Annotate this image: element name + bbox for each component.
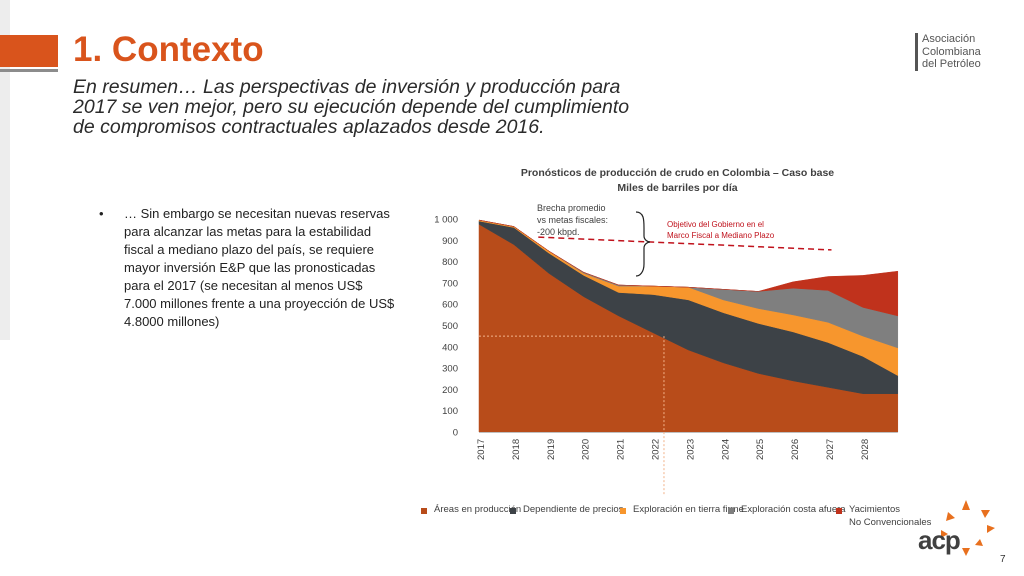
bullet-text: … Sin embargo se necesitan nuevas reserv… — [124, 206, 395, 329]
y-tick-label: 200 — [442, 385, 458, 396]
bullet-marker: • — [99, 206, 104, 221]
slide-subtitle: En resumen… Las perspectivas de inversió… — [73, 76, 630, 138]
x-tick-label: 2028 — [860, 439, 871, 460]
fiscal-target-label: Marco Fiscal a Mediano Plazo — [667, 231, 775, 240]
x-tick-label: 2025 — [755, 439, 766, 460]
legend-label: Exploración costa afuera — [741, 504, 846, 515]
series-area-4 — [478, 219, 899, 317]
y-tick-label: 300 — [442, 364, 458, 375]
x-tick-label: 2019 — [546, 439, 557, 460]
logo-line-2: Colombiana — [922, 45, 981, 58]
x-tick-label: 2027 — [825, 439, 836, 460]
title-accent-underline — [0, 69, 58, 72]
fiscal-target-line — [538, 236, 832, 251]
logo-ray — [962, 500, 970, 510]
logo-ray — [987, 525, 995, 533]
logo-line-3: del Petróleo — [922, 58, 981, 70]
x-tick-label: 2023 — [685, 439, 696, 460]
left-decorative-stripe — [0, 0, 10, 340]
x-tick-label: 2017 — [476, 439, 487, 460]
x-tick-label: 2018 — [511, 439, 522, 460]
legend-swatch — [421, 508, 427, 514]
gap-brace — [635, 211, 651, 277]
legend-swatch — [728, 508, 734, 514]
logo-ray — [941, 530, 948, 538]
gap-annotation-text: -200 kbpd. — [537, 227, 580, 237]
gap-annotation-text: Brecha promedio — [537, 203, 606, 213]
legend-label: Dependiente de precios — [523, 504, 624, 515]
logo-ray — [962, 548, 970, 556]
y-tick-label: 400 — [442, 342, 458, 353]
acp-logo-text: acp — [918, 525, 961, 555]
legend-label: Áreas en producción — [434, 504, 522, 515]
y-tick-label: 800 — [442, 257, 458, 268]
x-tick-label: 2026 — [790, 439, 801, 460]
logo-ray — [975, 539, 983, 546]
y-tick-label: 0 — [453, 428, 458, 439]
legend-item: Dependiente de precios — [510, 504, 623, 517]
legend-item: Exploración costa afuera — [728, 504, 846, 517]
logo-ray — [981, 510, 990, 518]
legend-swatch — [510, 508, 516, 514]
y-tick-label: 900 — [442, 236, 458, 247]
x-tick-label: 2020 — [581, 439, 592, 460]
logo-ray — [946, 512, 955, 521]
chart-subtitle: Miles de barriles por día — [617, 182, 738, 194]
x-tick-label: 2021 — [616, 439, 627, 460]
fiscal-target-label: Objetivo del Gobierno en el — [667, 220, 764, 229]
x-tick-label: 2022 — [651, 439, 662, 460]
logo-line-1: Asociación — [922, 33, 976, 45]
legend-label: Yacimientos No Convencionales — [849, 504, 932, 528]
legend-item: Áreas en producción — [421, 504, 521, 517]
y-tick-label: 700 — [442, 278, 458, 289]
acp-header-logo: Asociación Colombiana del Petróleo — [915, 33, 981, 71]
chart-title-block: Pronósticos de producción de crudo en Co… — [490, 166, 865, 196]
y-tick-label: 500 — [442, 321, 458, 332]
x-tick-label: 2024 — [720, 439, 731, 460]
legend-swatch — [620, 508, 626, 514]
y-tick-label: 1 000 — [434, 215, 458, 226]
title-accent-bar — [0, 35, 58, 67]
slide-title: 1. Contexto — [73, 30, 264, 69]
page-number: 7 — [1000, 554, 1006, 565]
legend-swatch — [836, 508, 842, 514]
y-tick-label: 600 — [442, 300, 458, 311]
y-tick-label: 100 — [442, 406, 458, 417]
legend-item: Yacimientos No Convencionales — [836, 504, 931, 529]
gap-annotation-text: vs metas fiscales: — [537, 215, 608, 225]
chart-title: Pronósticos de producción de crudo en Co… — [520, 167, 835, 179]
